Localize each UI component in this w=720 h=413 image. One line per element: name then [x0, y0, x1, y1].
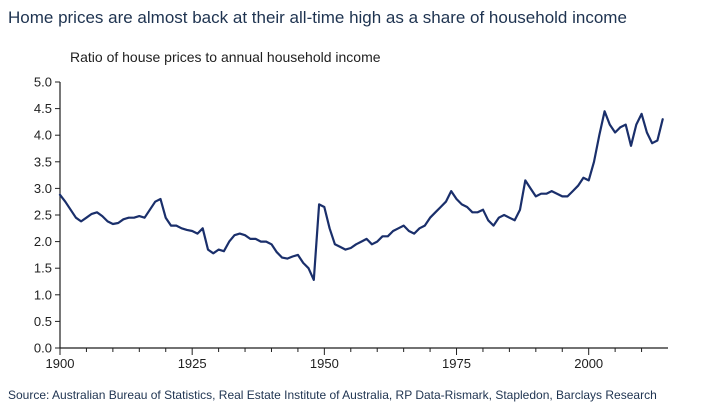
y-tick-label: 3.0 — [34, 181, 52, 196]
y-tick-label: 3.5 — [34, 154, 52, 169]
chart-title: Home prices are almost back at their all… — [8, 8, 627, 27]
y-tick-label: 5.0 — [34, 75, 52, 90]
series-group — [58, 110, 664, 281]
series-line — [58, 110, 664, 281]
chart-subtitle: Ratio of house prices to annual househol… — [70, 49, 381, 65]
y-tick-label: 1.0 — [34, 287, 52, 302]
y-tick-label: 0.5 — [34, 314, 52, 329]
y-axis: 0.0 0.5 1.0 1.5 2.0 2.5 3.0 3.5 4.0 4.5 5.0 — [34, 75, 61, 356]
x-axis: 1900 1925 1950 1975 2000 — [46, 347, 668, 371]
y-tick-label: 2.5 — [34, 208, 52, 223]
x-tick-label: 1950 — [310, 356, 339, 371]
x-tick-label: 1900 — [46, 356, 75, 371]
x-tick-label: 1975 — [442, 356, 471, 371]
y-tick-label: 0.0 — [34, 341, 52, 356]
source-note: Source: Australian Bureau of Statistics,… — [8, 388, 657, 402]
y-tick-label: 4.0 — [34, 128, 52, 143]
y-tick-label: 2.0 — [34, 234, 52, 249]
x-tick-label: 1925 — [178, 356, 207, 371]
y-tick-label: 1.5 — [34, 261, 52, 276]
y-tick-label: 4.5 — [34, 101, 52, 116]
x-tick-label: 2000 — [574, 356, 603, 371]
